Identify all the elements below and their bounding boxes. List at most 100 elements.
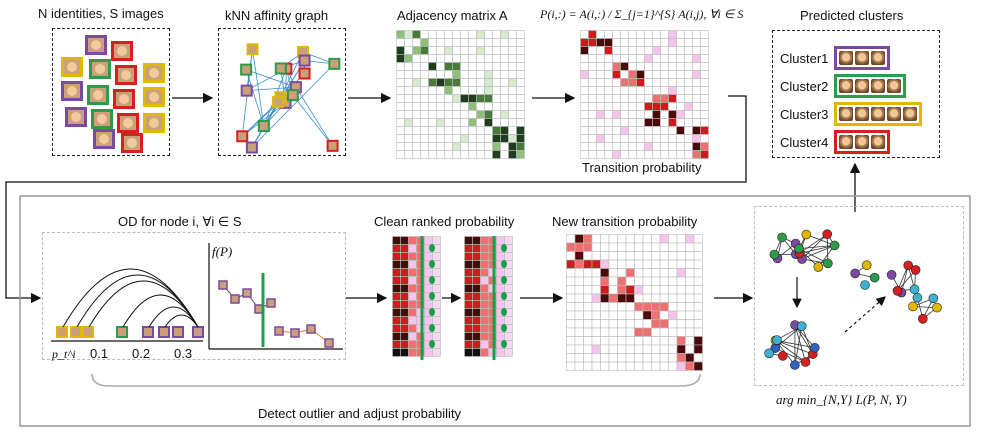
matrix-cell [404, 78, 413, 87]
matrix-cell [659, 344, 669, 354]
knn-node [274, 62, 287, 75]
matrix-cell [620, 102, 629, 111]
outer-frame [19, 195, 971, 427]
graph-edge [794, 326, 803, 366]
matrix-cell [651, 276, 661, 286]
matrix-cell [396, 102, 405, 111]
matrix-cell [651, 344, 661, 354]
matrix-cell [596, 38, 605, 47]
face-thumbnail [113, 89, 135, 109]
matrix-cell [692, 30, 701, 39]
matrix-cell [574, 251, 584, 261]
graph-edge [775, 347, 806, 363]
graph-node [886, 270, 897, 280]
matrix-cell [580, 94, 589, 103]
matrix-cell [600, 268, 610, 278]
matrix-cell [508, 142, 517, 151]
matrix-cell [468, 54, 477, 63]
matrix-cell [676, 70, 685, 79]
matrix-cell [620, 126, 629, 135]
matrix-cell [628, 134, 637, 143]
matrix-cell [620, 38, 629, 47]
matrix-cell [580, 62, 589, 71]
matrix-cell [600, 276, 610, 286]
matrix-cell [591, 285, 601, 295]
matrix-cell [428, 142, 437, 151]
matrix-cell [685, 336, 695, 346]
matrix-cell [652, 54, 661, 63]
outlier-marker [429, 276, 435, 284]
matrix-cell [588, 118, 597, 127]
matrix-cell [476, 142, 485, 151]
matrix-cell [428, 110, 437, 119]
matrix-cell [596, 46, 605, 55]
matrix-cell [692, 126, 701, 135]
matrix-cell [476, 78, 485, 87]
matrix-cell [692, 150, 701, 159]
matrix-cell [652, 110, 661, 119]
cluster-strip [834, 130, 891, 154]
matrix-cell [404, 142, 413, 151]
matrix-cell [634, 268, 644, 278]
matrix-cell [408, 260, 417, 269]
knn-node [236, 130, 249, 143]
matrix-cell [692, 62, 701, 71]
graph-node [910, 265, 921, 275]
matrix-cell [580, 86, 589, 95]
matrix-cell [642, 276, 652, 286]
matrix-cell [644, 94, 653, 103]
matrix-cell [452, 110, 461, 119]
matrix-cell [412, 150, 421, 159]
matrix-cell [464, 300, 473, 309]
matrix-cell [574, 302, 584, 312]
matrix-cell [480, 244, 489, 253]
matrix-cell [668, 344, 678, 354]
matrix-cell [652, 142, 661, 151]
matrix-cell [617, 268, 627, 278]
matrix-cell [420, 110, 429, 119]
matrix-cell [400, 244, 409, 253]
matrix-cell [412, 86, 421, 95]
matrix-cell [432, 252, 441, 261]
matrix-cell [676, 310, 686, 320]
matrix-cell [392, 276, 401, 285]
matrix-cell [420, 94, 429, 103]
matrix-cell [652, 102, 661, 111]
matrix-cell [492, 150, 501, 159]
label-knn: kNN affinity graph [225, 8, 329, 23]
matrix-cell [424, 268, 433, 277]
outlier-marker [429, 340, 435, 348]
matrix-cell [676, 150, 685, 159]
matrix-cell [588, 102, 597, 111]
matrix-cell [596, 102, 605, 111]
matrix-cell [604, 78, 613, 87]
matrix-cell [617, 336, 627, 346]
matrix-cell [396, 62, 405, 71]
matrix-cell [620, 110, 629, 119]
matrix-cell [685, 268, 695, 278]
matrix-cell [628, 150, 637, 159]
graph-node [861, 260, 872, 270]
matrix-cell [692, 70, 701, 79]
matrix-cell [444, 70, 453, 79]
matrix-cell [636, 62, 645, 71]
matrix-cell [500, 110, 509, 119]
matrix-cell [500, 46, 509, 55]
matrix-cell [500, 126, 509, 135]
face-thumbnail [855, 51, 870, 65]
matrix-cell [700, 142, 709, 151]
matrix-cell [668, 118, 677, 127]
matrix-cell [484, 134, 493, 143]
matrix-cell [480, 308, 489, 317]
matrix-cell [693, 336, 703, 346]
matrix-cell [604, 150, 613, 159]
matrix-cell [625, 276, 635, 286]
matrix-cell [692, 134, 701, 143]
matrix-cell [668, 293, 678, 303]
matrix-cell [634, 302, 644, 312]
matrix-cell [436, 70, 445, 79]
matrix-cell [642, 268, 652, 278]
matrix-cell [574, 310, 584, 320]
matrix-cell [492, 62, 501, 71]
matrix-cell [574, 336, 584, 346]
